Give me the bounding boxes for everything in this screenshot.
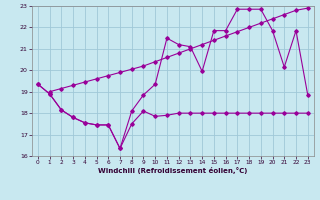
X-axis label: Windchill (Refroidissement éolien,°C): Windchill (Refroidissement éolien,°C) — [98, 167, 247, 174]
